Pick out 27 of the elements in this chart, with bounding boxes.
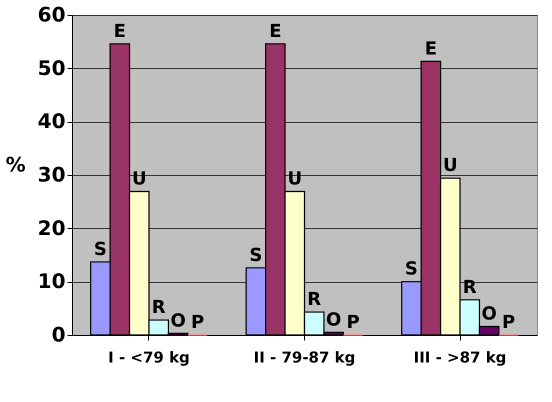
y-tick-label: 40	[38, 109, 66, 134]
series-label: S	[94, 238, 107, 260]
text: E	[269, 20, 282, 42]
y-tick-label: 50	[38, 56, 66, 80]
y-tick-label: 20	[38, 216, 66, 240]
x-tick-label: II - 79-87 kg	[254, 348, 356, 366]
text: P	[502, 312, 516, 333]
text: S	[404, 258, 418, 280]
y-axis-title: %	[6, 152, 26, 176]
series-label: E	[114, 20, 126, 42]
text: R	[307, 289, 322, 310]
series-label: R	[152, 297, 166, 318]
text: O	[326, 309, 342, 330]
y-tick-label: 30	[38, 162, 66, 186]
series-label: O	[170, 310, 186, 332]
y-tick-label: 10	[38, 269, 66, 294]
text: S	[249, 244, 262, 266]
series-label: P	[190, 312, 204, 333]
text: O	[482, 303, 497, 324]
y-tick-label: 60	[38, 2, 66, 26]
y-tick-label: 0	[52, 322, 66, 346]
text: R	[462, 276, 477, 298]
text: E	[424, 38, 438, 60]
x-tick-label: I - <79 kg	[108, 348, 190, 366]
text: U	[442, 155, 458, 176]
text: P	[346, 312, 360, 333]
x-tick-label: III - >87 kg	[414, 348, 506, 366]
